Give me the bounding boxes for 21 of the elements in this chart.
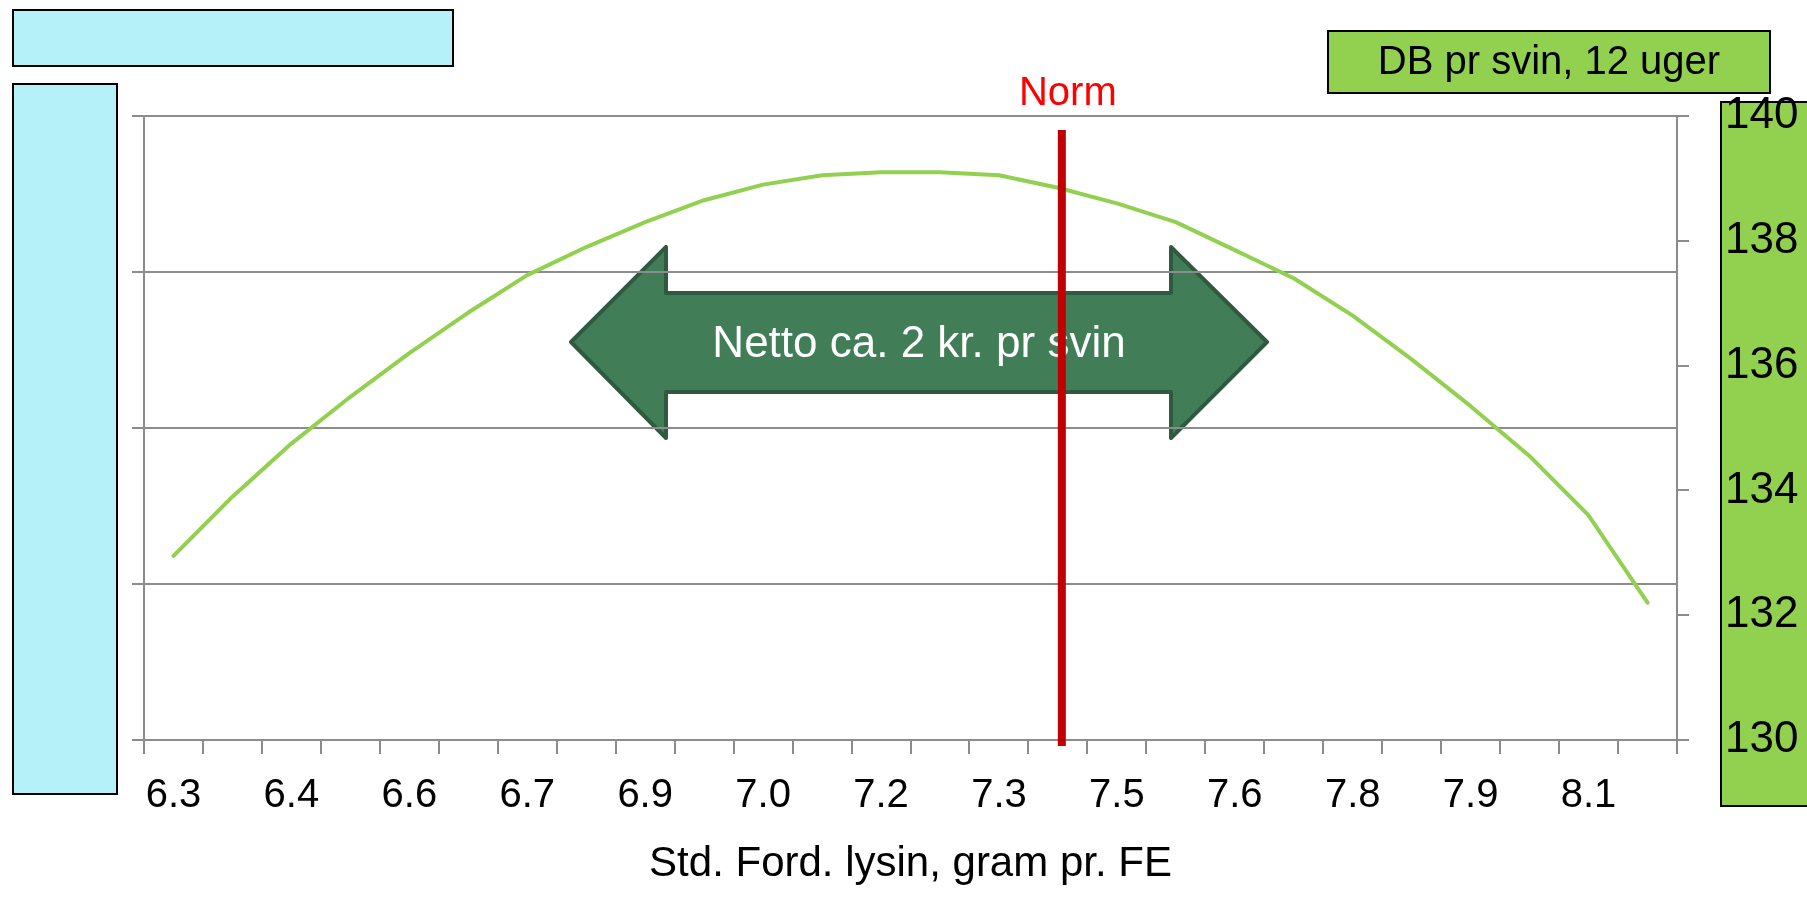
x-tick-label: 6.7: [499, 771, 556, 816]
ref-line-label: Norm: [1018, 69, 1117, 114]
y2-tick-label: 132: [1725, 587, 1799, 637]
x-tick-label: 7.9: [1442, 771, 1499, 816]
x-tick-label: 8.1: [1560, 771, 1617, 816]
x-axis-title: Std. Ford. lysin, gram pr. FE: [649, 838, 1172, 886]
x-tick-label: 7.6: [1206, 771, 1263, 816]
x-tick-label: 6.3: [145, 771, 202, 816]
x-tick-label: 7.2: [853, 771, 909, 816]
x-tick-label: 7.0: [735, 771, 791, 816]
x-tick-label: 6.6: [381, 771, 438, 816]
x-tick-label: 7.8: [1324, 771, 1381, 816]
x-tick-label: 7.5: [1089, 771, 1145, 816]
y2-tick-label: 138: [1725, 212, 1799, 262]
y2-tick-label: 134: [1725, 462, 1799, 512]
x-tick-label: 7.3: [971, 771, 1027, 816]
x-tick-label: 6.9: [617, 771, 673, 816]
y2-axis-title: DB pr svin, 12 uger: [1377, 38, 1721, 82]
x-tick-label: 6.4: [263, 771, 320, 816]
y2-tick-label: 136: [1725, 337, 1799, 387]
y2-tick-label: 130: [1725, 712, 1799, 762]
